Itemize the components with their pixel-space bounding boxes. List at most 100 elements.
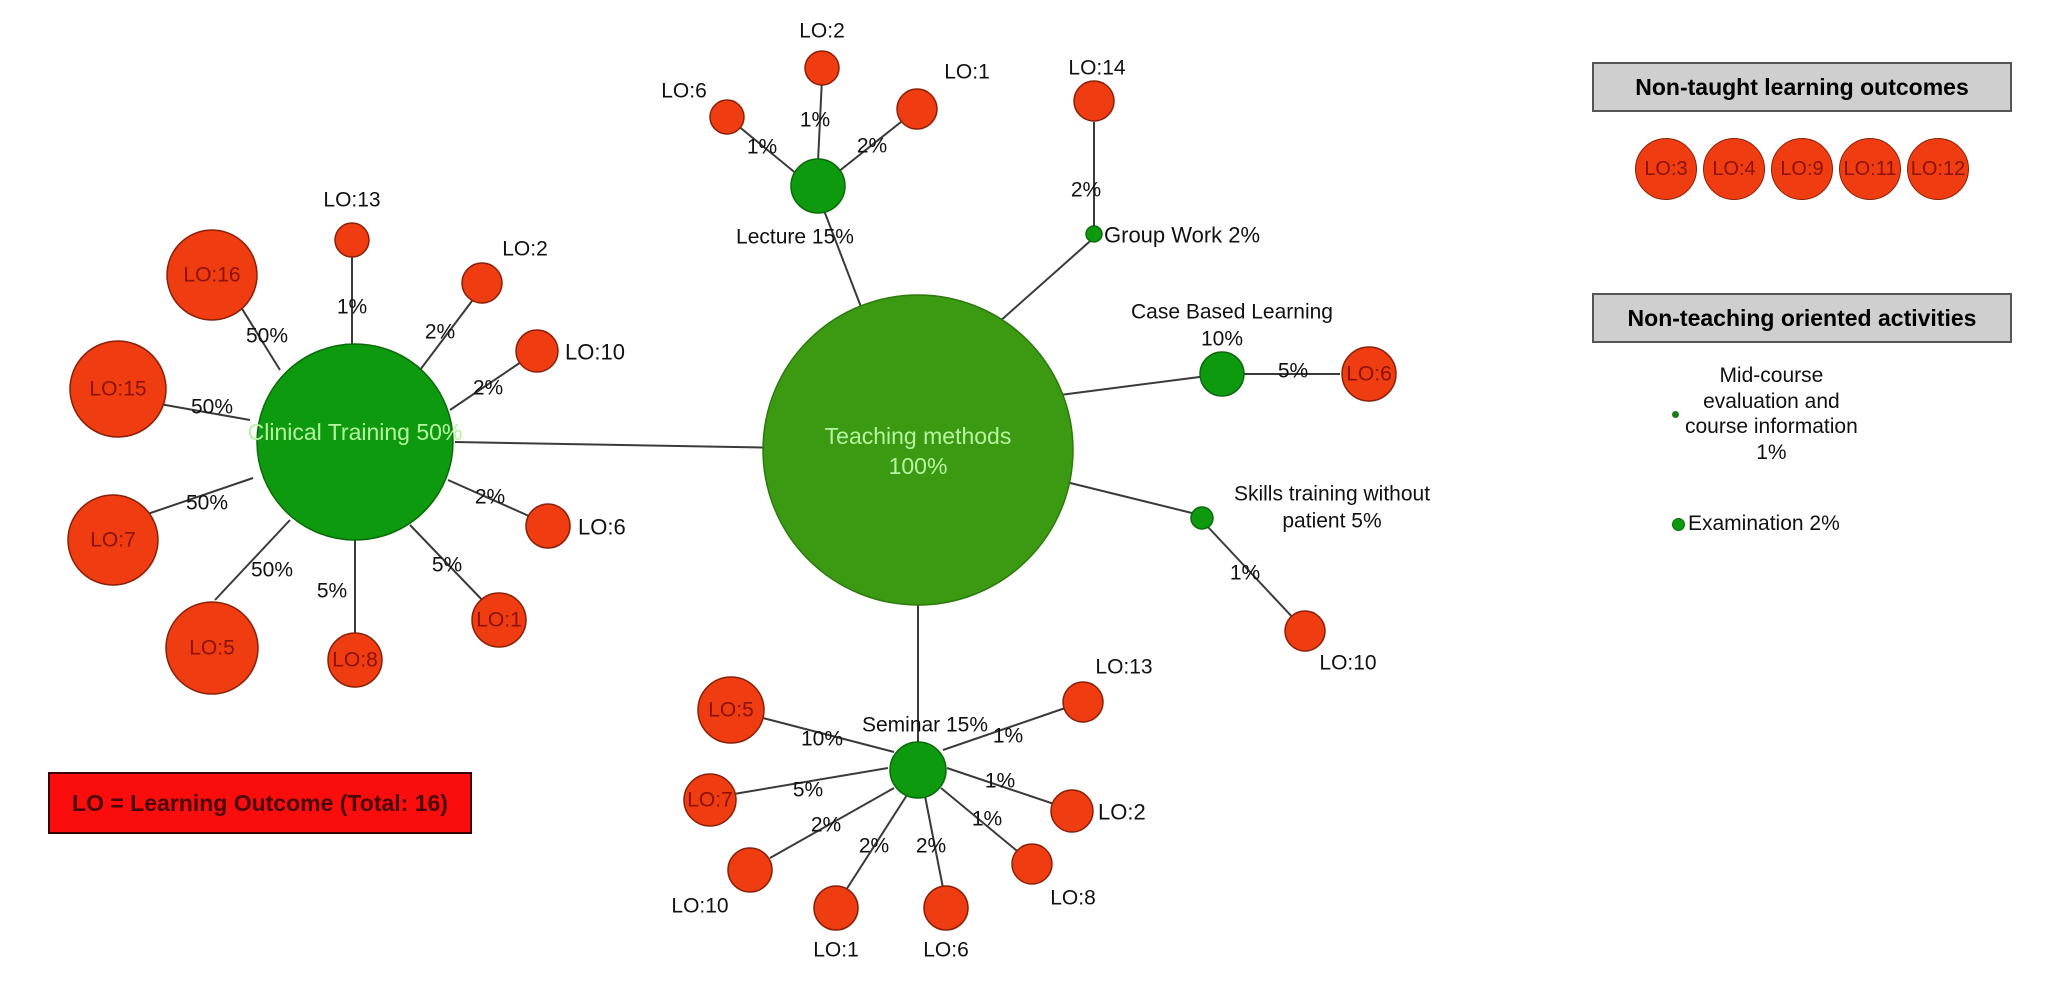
node-lo-2-clinical[interactable] (461, 262, 503, 304)
legend-chip-lo9[interactable]: LO:9 (1771, 138, 1833, 200)
activity-0-line3: course information (1685, 415, 1858, 439)
node-clinical-training[interactable] (256, 343, 454, 541)
node-lo-14-label: LO:14 (1068, 57, 1126, 80)
legend-activity-examination: Examination 2% (1672, 512, 2002, 536)
node-lo-1-seminar-label: LO:1 (813, 939, 859, 962)
edge-label-seminar-lo1: 2% (859, 835, 889, 858)
node-lo-6-clinical-label: LO:6 (578, 515, 626, 540)
node-lo-8-clinical-label: LO:8 (332, 649, 378, 672)
edge-label-clinical-lo16: 50% (246, 325, 288, 348)
node-lo-10-clinical-label: LO:10 (565, 340, 625, 365)
edge-label-clinical-lo1: 5% (432, 554, 462, 577)
legend-lo-note-text: LO = Learning Outcome (Total: 16) (72, 789, 448, 816)
node-lo-1-clinical[interactable] (471, 592, 527, 648)
node-clinical-training-label: Clinical Training 50% (248, 419, 463, 445)
node-lecture[interactable] (790, 158, 846, 214)
node-group-work[interactable] (1085, 225, 1103, 243)
node-skills-label-line1: Skills training without (1234, 483, 1430, 506)
edge-clinical-lo1 (409, 524, 488, 606)
node-lo-1-clinical-label: LO:1 (476, 609, 522, 632)
legend-nonteaching-title: Non-teaching oriented activities (1627, 304, 1977, 331)
node-lo-6-cbl[interactable] (1341, 346, 1397, 402)
edge-clinical-lo5 (214, 519, 291, 601)
node-lo-15-label: LO:15 (89, 378, 146, 401)
node-lo-10-skills[interactable] (1284, 610, 1326, 652)
edge-label-cbl-lo6: 5% (1278, 360, 1308, 383)
node-lo-1-lecture[interactable] (896, 88, 938, 130)
legend-chip-lo12[interactable]: LO:12 (1907, 138, 1969, 200)
legend-chip-lo4[interactable]: LO:4 (1703, 138, 1765, 200)
edge-label-seminar-lo10: 2% (811, 814, 841, 837)
activity-0-line1: Mid-course (1719, 364, 1824, 387)
node-lo-16[interactable] (166, 229, 258, 321)
node-lo-5-seminar-label: LO:5 (708, 699, 754, 722)
node-lo-7-seminar-label: LO:7 (687, 789, 733, 812)
root-node-group: Teaching methods 100% (762, 294, 1074, 606)
legend-nontaught-header: Non-taught learning outcomes (1592, 62, 2012, 112)
node-group-work-label: Group Work 2% (1104, 223, 1260, 248)
node-cbl-label-line1: Case Based Learning (1131, 301, 1333, 324)
node-lo-13-seminar[interactable] (1062, 681, 1104, 723)
edge-label-clinical-lo6: 2% (475, 486, 505, 509)
node-lo-14[interactable] (1073, 80, 1115, 122)
node-lo-5-label: LO:5 (189, 637, 235, 660)
node-lo-6-lecture-label: LO:6 (661, 80, 707, 103)
node-lo-2-lecture[interactable] (804, 50, 840, 86)
node-lo-10-clinical[interactable] (515, 329, 559, 373)
edge-label-clinical-lo5: 50% (251, 559, 293, 582)
node-lo-7[interactable] (67, 494, 159, 586)
node-seminar[interactable] (889, 741, 947, 799)
edge-clinical-lo10 (449, 357, 528, 411)
edge-seminar-lo2 (946, 767, 1061, 807)
node-lo-7-seminar[interactable] (683, 773, 737, 827)
edge-label-lecture-lo6: 1% (747, 136, 777, 159)
node-lo-13[interactable] (334, 222, 370, 258)
node-case-based-learning[interactable] (1199, 351, 1245, 397)
legend-nonteaching-header: Non-teaching oriented activities (1592, 293, 2012, 343)
edge-seminar-lo7 (733, 767, 889, 795)
edge-seminar-lo6 (924, 795, 944, 889)
edge-label-clinical-lo13: 1% (337, 296, 367, 319)
node-lo-2-seminar[interactable] (1050, 789, 1094, 833)
edge-label-groupwork-lo14: 2% (1071, 179, 1101, 202)
node-lo-8-seminar-label: LO:8 (1050, 887, 1096, 910)
node-lo-16-label: LO:16 (183, 264, 240, 287)
node-cbl-label-line2: 10% (1201, 328, 1243, 351)
cluster-lecture: Lecture 15% LO:6 1% LO:2 1% LO:1 2% (661, 20, 990, 249)
node-lo-8-seminar[interactable] (1011, 843, 1053, 885)
legend-chip-lo3[interactable]: LO:3 (1635, 138, 1697, 200)
node-lo-6-cbl-label: LO:6 (1346, 363, 1392, 386)
edge-label-lecture-lo1: 2% (857, 135, 887, 158)
edge-label-seminar-lo7: 5% (793, 779, 823, 802)
edge-root-lecture (819, 199, 867, 321)
node-lo-8-clinical[interactable] (327, 632, 383, 688)
cluster-group-work: Group Work 2% LO:14 2% (1068, 57, 1260, 248)
node-teaching-methods-label-line2: 100% (889, 453, 948, 479)
cluster-seminar: Seminar 15% LO:5 10% LO:7 5% LO:10 2% LO… (671, 656, 1152, 962)
green-dot-icon (1672, 410, 1679, 418)
node-lo-5[interactable] (165, 601, 259, 695)
node-skills-training[interactable] (1190, 506, 1214, 530)
node-lo-10-seminar[interactable] (727, 847, 773, 893)
node-lo-10-skills-label: LO:10 (1319, 652, 1376, 675)
edge-seminar-lo8 (940, 787, 1023, 856)
edge-label-clinical-lo2: 2% (425, 321, 455, 344)
node-lo-13-seminar-label: LO:13 (1095, 656, 1152, 679)
edge-label-seminar-lo13: 1% (993, 725, 1023, 748)
node-lo-1-seminar[interactable] (813, 885, 859, 931)
legend-nontaught-items: LO:3 LO:4 LO:9 LO:11 LO:12 (1592, 138, 2012, 200)
node-lo-6-clinical[interactable] (525, 503, 571, 549)
node-lo-5-seminar[interactable] (697, 676, 765, 744)
edge-label-clinical-lo15: 50% (191, 396, 233, 419)
edge-lecture-lo1 (837, 117, 907, 173)
cluster-case-based-learning: Case Based Learning 10% LO:6 5% (1131, 301, 1397, 402)
edge-seminar-lo10 (769, 787, 895, 859)
edge-label-clinical-lo10: 2% (473, 377, 503, 400)
legend-chip-lo11[interactable]: LO:11 (1839, 138, 1901, 200)
node-lo-15[interactable] (69, 340, 167, 438)
node-lo-6-seminar[interactable] (923, 885, 969, 931)
node-lo-6-lecture[interactable] (709, 99, 745, 135)
edge-label-clinical-lo8: 5% (317, 580, 347, 603)
node-teaching-methods[interactable] (762, 294, 1074, 606)
